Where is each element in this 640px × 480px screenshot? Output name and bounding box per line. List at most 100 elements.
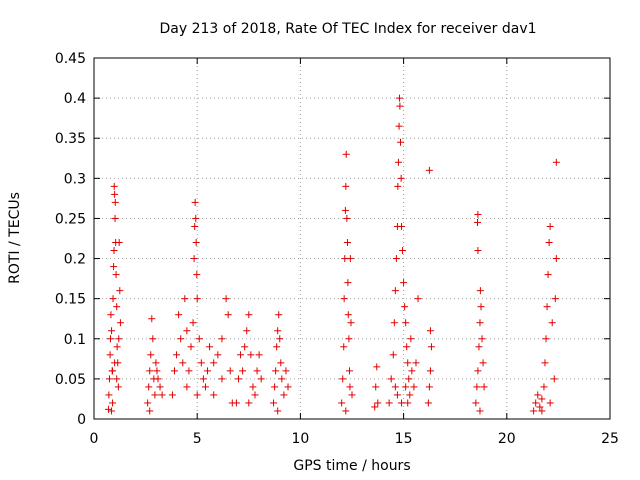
data-point <box>111 190 119 198</box>
data-point <box>425 383 433 391</box>
data-point <box>192 214 200 222</box>
data-point <box>113 375 121 383</box>
data-point <box>345 335 353 343</box>
y-tick-label: 0.4 <box>64 91 86 107</box>
data-point <box>181 295 189 303</box>
data-point <box>185 367 193 375</box>
data-point <box>204 367 212 375</box>
data-point <box>107 335 115 343</box>
data-point <box>389 351 397 359</box>
data-point <box>156 383 164 391</box>
data-point <box>191 222 199 230</box>
data-point <box>146 407 154 415</box>
data-point <box>145 383 153 391</box>
data-point <box>400 279 408 287</box>
data-point <box>344 311 352 319</box>
data-point <box>224 311 232 319</box>
data-point <box>342 150 350 158</box>
data-point <box>407 335 415 343</box>
data-point <box>108 407 116 415</box>
data-point <box>371 403 379 411</box>
data-point <box>530 407 538 415</box>
data-point <box>191 198 199 206</box>
data-point <box>394 182 402 190</box>
data-point <box>278 375 286 383</box>
data-point <box>373 363 381 371</box>
data-point <box>111 198 119 206</box>
data-point <box>206 343 214 351</box>
data-point <box>427 343 435 351</box>
data-point <box>542 335 550 343</box>
data-point <box>538 407 546 415</box>
data-point <box>387 375 395 383</box>
data-point <box>399 247 407 255</box>
data-point <box>144 399 152 407</box>
data-point <box>476 287 484 295</box>
data-point <box>214 351 222 359</box>
data-point <box>395 94 403 102</box>
data-point <box>552 158 560 166</box>
data-point <box>346 383 354 391</box>
data-point <box>270 399 278 407</box>
data-point <box>346 255 354 263</box>
data-point <box>110 182 118 190</box>
data-point <box>272 367 280 375</box>
grid <box>94 58 610 419</box>
data-point <box>402 383 410 391</box>
data-point <box>540 383 548 391</box>
data-point <box>168 391 176 399</box>
data-point <box>273 343 281 351</box>
data-point <box>403 343 411 351</box>
data-point <box>550 375 558 383</box>
data-point <box>410 383 418 391</box>
data-point <box>109 367 117 375</box>
data-point <box>282 367 290 375</box>
data-point <box>257 375 265 383</box>
data-point <box>372 383 380 391</box>
data-point <box>271 383 279 391</box>
data-point <box>404 399 412 407</box>
data-point <box>114 383 122 391</box>
data-point <box>341 206 349 214</box>
data-point <box>199 375 207 383</box>
data-point <box>408 367 416 375</box>
data-point <box>112 271 120 279</box>
data-point <box>414 295 422 303</box>
data-point <box>385 399 393 407</box>
data-point <box>477 303 485 311</box>
data-point <box>479 359 487 367</box>
data-point <box>546 399 554 407</box>
y-tick-label: 0.05 <box>55 372 86 388</box>
data-point <box>183 383 191 391</box>
data-point <box>154 375 162 383</box>
data-point <box>249 383 257 391</box>
data-point <box>545 239 553 247</box>
data-point <box>153 367 161 375</box>
data-point <box>393 391 401 399</box>
data-point <box>284 383 292 391</box>
data-point <box>478 335 486 343</box>
data-point <box>412 359 420 367</box>
data-point <box>391 383 399 391</box>
data-point <box>340 295 348 303</box>
data-point <box>391 287 399 295</box>
data-point <box>342 182 350 190</box>
y-tick-label: 0.45 <box>55 51 86 67</box>
x-axis-label: GPS time / hours <box>293 458 410 474</box>
data-point <box>339 375 347 383</box>
data-point <box>210 359 218 367</box>
data-point <box>243 327 251 335</box>
data-point <box>111 214 119 222</box>
data-point <box>226 367 234 375</box>
data-point <box>538 395 546 403</box>
data-point <box>346 367 354 375</box>
data-point <box>274 327 282 335</box>
data-point <box>401 303 409 311</box>
data-point <box>425 166 433 174</box>
data-point <box>183 327 191 335</box>
y-axis-label: ROTI / TECUs <box>7 192 23 284</box>
data-point <box>251 391 259 399</box>
data-point <box>344 279 352 287</box>
data-point <box>105 375 113 383</box>
